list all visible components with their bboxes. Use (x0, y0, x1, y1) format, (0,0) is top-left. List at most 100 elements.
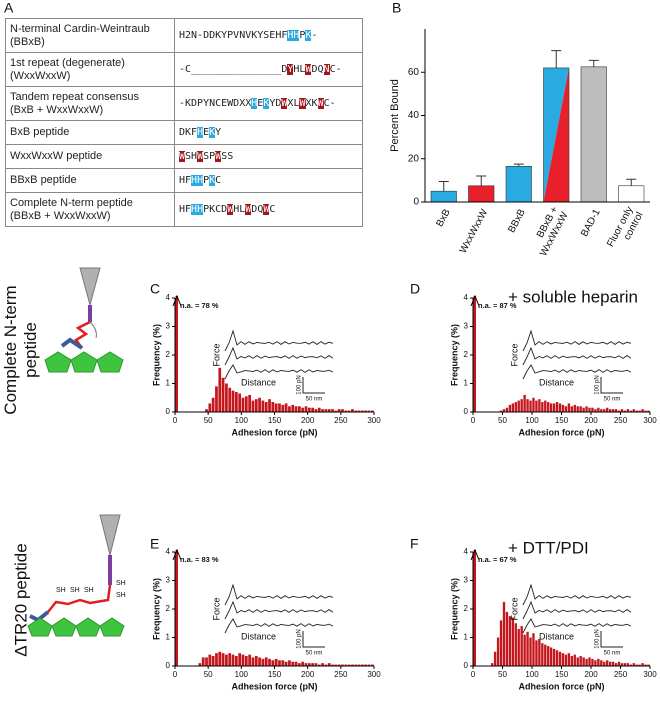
table-row: 1st repeat (degenerate) (WxxWxxW) -C_____… (5, 52, 363, 87)
sequence-text: SH (185, 151, 198, 162)
histogram-bar (588, 657, 591, 666)
histogram-bar (364, 410, 368, 412)
inset-scale-x: 50 nm (306, 397, 323, 403)
inset-xlabel: Distance (539, 631, 574, 641)
side-label: ΔTR20 peptide (11, 543, 30, 656)
histogram-bar (641, 663, 644, 666)
na-arrow (470, 548, 480, 561)
na-bar (473, 550, 476, 666)
histogram-bar (558, 651, 562, 666)
histogram-bar (321, 409, 324, 412)
histogram-bar (215, 653, 218, 666)
x-tick-label: 0 (173, 416, 178, 425)
histogram-bar (294, 406, 298, 412)
row-name: Tandem repeat consensus (BxB + WxxWxxW) (5, 86, 175, 121)
histogram-bar (354, 664, 358, 666)
histogram-bar (301, 407, 305, 412)
histogram-bar (344, 664, 348, 666)
panel-label: C (150, 281, 160, 297)
cartoon-sh: SH (56, 587, 66, 594)
sequence-text: DKF (179, 127, 198, 138)
histogram-bar (231, 654, 235, 666)
histogram-bar (499, 410, 503, 412)
histogram-bar (347, 410, 351, 412)
histogram-bar (558, 403, 562, 412)
histogram-bar (520, 626, 523, 666)
histogram-bar (600, 409, 603, 412)
histogram-bar (611, 409, 615, 412)
x-tick-label: 200 (301, 416, 315, 425)
histogram-bar (208, 654, 212, 666)
sequence-text: XL (287, 98, 300, 109)
axes (472, 552, 650, 667)
table-row: N-terminal Cardin-Weintraub (BBxB) H2N-DD… (5, 18, 363, 53)
x-tick-label: 0 (173, 670, 178, 679)
histogram-bar (641, 409, 644, 412)
histogram-bar (288, 406, 291, 412)
histogram-bar (582, 407, 585, 412)
panel-label: B (392, 0, 401, 16)
cartoon-sh: SH (84, 587, 94, 594)
histogram-bar (254, 656, 258, 666)
histogram-bar (281, 660, 285, 666)
sequence-highlight: W (245, 204, 252, 215)
histogram-bar (337, 664, 341, 666)
x-tick-label: 250 (614, 416, 628, 425)
y-tick-label: 4 (464, 293, 469, 302)
histogram-bar (361, 410, 364, 412)
inset-trace (522, 600, 632, 620)
histogram-bar (588, 407, 591, 412)
annotation: + soluble heparin (508, 287, 638, 306)
histogram-bar (529, 637, 532, 666)
histogram-bar (284, 661, 288, 666)
histogram-bar (517, 628, 520, 666)
histogram-bar (538, 638, 541, 666)
y-tick-label: 1 (464, 633, 469, 642)
histogram-bar (623, 663, 627, 666)
x-tick-label: BBxB +WxxWxxW (528, 204, 571, 258)
histogram-bar (357, 410, 361, 412)
bar (618, 185, 645, 203)
sequence-text: HF (179, 204, 192, 215)
histogram-bar (264, 402, 268, 412)
sequence-highlight: W (263, 204, 270, 215)
histogram-bar (254, 399, 258, 412)
histogram-bar (597, 407, 600, 412)
sequence-text: DQ (251, 204, 264, 215)
y-axis-label: Frequency (%) (151, 578, 161, 640)
histogram-bar (248, 394, 251, 412)
histogram-bar (258, 397, 261, 412)
inset-xlabel: Distance (539, 377, 574, 387)
histogram-bar (337, 409, 341, 412)
y-tick-label: 3 (166, 576, 171, 585)
histogram-bar (614, 663, 618, 666)
y-tick-label: 0 (464, 661, 469, 670)
histogram-bar (597, 658, 600, 666)
sequence-highlight: H (251, 98, 258, 109)
na-arrow (172, 294, 182, 307)
sequence-highlight: Y (287, 64, 294, 75)
histogram-bar (570, 656, 573, 666)
x-tick-label: 300 (367, 670, 381, 679)
row-sequence: HFHHPKCDWHLWDQWC (174, 192, 363, 227)
histogram-bar (620, 663, 624, 666)
histogram-bar (532, 633, 535, 666)
histogram-bar (284, 403, 288, 412)
histogram-bar (211, 656, 215, 666)
sequence-text: C- (329, 64, 342, 75)
x-tick-label: 200 (301, 670, 315, 679)
sequence-highlight: W (281, 98, 288, 109)
y-tick-label: 2 (464, 350, 469, 359)
histogram-bar (311, 663, 314, 666)
histogram-bar (278, 660, 281, 666)
histogram-bar (600, 660, 603, 666)
histogram-bar (617, 410, 621, 412)
bar (430, 190, 457, 203)
histogram-bar (523, 394, 526, 412)
table-row: BxB peptide DKFHEKY (5, 120, 363, 145)
histogram-bar (327, 663, 331, 666)
histogram-bar (218, 367, 222, 412)
sequence-highlight: W (299, 98, 306, 109)
histogram-bar (579, 656, 582, 666)
